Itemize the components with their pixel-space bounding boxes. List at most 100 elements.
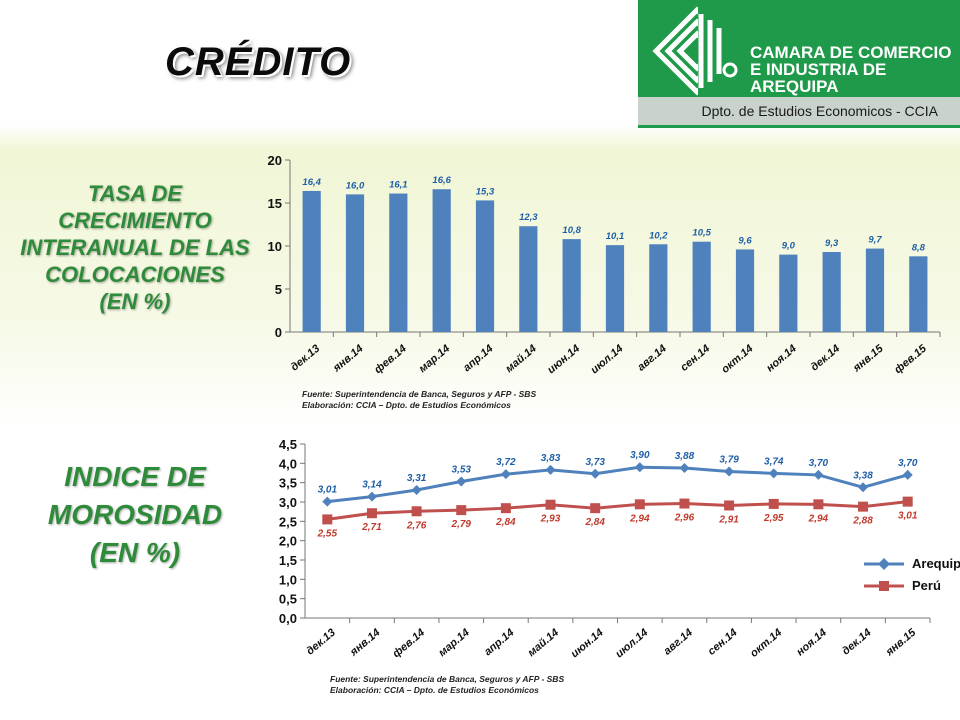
line-point-peru <box>813 499 824 510</box>
bar-data-label: 10,8 <box>562 225 581 236</box>
line-data-label-arequipa: 3,72 <box>496 457 516 468</box>
bar-mark <box>649 244 668 332</box>
line-data-label-arequipa: 3,70 <box>809 458 829 469</box>
line-point-peru <box>500 503 511 514</box>
line-point-peru <box>858 501 869 512</box>
bar-x-tick-label: авг.14 <box>635 343 669 374</box>
section2-line: INDICE DE <box>64 461 206 492</box>
source-line: Fuente: Superintendencia de Banca, Segur… <box>302 389 537 399</box>
logo-line3: AREQUIPA <box>750 77 839 96</box>
line-x-tick-label: апр.14 <box>482 627 516 659</box>
line-data-label-peru: 2,84 <box>495 517 516 528</box>
bar-data-label: 15,3 <box>476 186 495 197</box>
bar-mark <box>865 248 885 332</box>
bar-data-label: 16,4 <box>302 177 321 188</box>
line-data-label-arequipa: 3,31 <box>407 473 427 484</box>
legend-marker-peru-icon <box>864 581 904 591</box>
bar-mark <box>822 252 841 332</box>
line-point-peru <box>768 498 779 509</box>
bar-mark <box>475 200 495 332</box>
line-y-tick-label: 1,0 <box>279 572 297 587</box>
bar-x-tick-label: май.14 <box>503 343 538 376</box>
line-point-arequipa <box>411 485 422 496</box>
bar-y-tick-label: 10 <box>268 239 282 254</box>
logo-subtitle: Dpto. de Estudios Economicos - CCIA <box>638 97 960 125</box>
line-data-label-arequipa: 3,79 <box>719 454 739 465</box>
bar-x-tick-label: ноя.14 <box>764 343 799 375</box>
bar-data-label: 12,3 <box>519 212 538 223</box>
section1-line: INTERANUAL DE LAS <box>20 235 250 260</box>
bar-mark <box>605 245 625 332</box>
line-data-label-arequipa: 3,01 <box>318 485 338 496</box>
ccia-logo-mark-icon <box>652 6 742 96</box>
line-x-tick-label: дек.14 <box>840 627 874 658</box>
bar-x-tick-label: мар.14 <box>417 343 452 376</box>
line-y-tick-label: 2,0 <box>279 534 297 549</box>
line-point-arequipa <box>634 462 645 473</box>
line-x-tick-label: янв.15 <box>883 626 919 659</box>
bar-x-tick-label: фев.14 <box>372 343 409 376</box>
line-data-label-peru: 2,88 <box>852 516 873 527</box>
legend-item-peru: Perú <box>862 575 960 597</box>
bar-mark <box>519 226 538 332</box>
line-x-tick-label: сен.14 <box>706 627 740 658</box>
bar-data-label: 10,2 <box>649 230 668 241</box>
line-x-tick-label: авг.14 <box>661 627 695 658</box>
source-line: Elaboración: CCIA – Dpto. de Estudios Ec… <box>302 400 511 410</box>
line-data-label-peru: 2,94 <box>629 513 650 524</box>
bar-mark <box>735 249 755 332</box>
line-point-arequipa <box>322 496 333 507</box>
bar-x-tick-label: окт.14 <box>719 343 755 376</box>
line-y-tick-label: 4,5 <box>279 437 297 452</box>
bar-x-tick-label: июл.14 <box>589 343 626 377</box>
line-point-arequipa <box>366 491 377 502</box>
section2-line: MOROSIDAD <box>47 499 223 530</box>
line-data-label-peru: 2,96 <box>674 513 695 524</box>
bar-mark <box>779 254 798 332</box>
line-series-arequipa <box>327 465 909 504</box>
line-point-arequipa <box>545 464 556 475</box>
line-point-peru <box>366 508 377 519</box>
line-data-label-peru: 2,94 <box>808 513 829 524</box>
line-x-tick-label: янв.14 <box>347 627 382 659</box>
bar-data-label: 9,6 <box>738 235 752 246</box>
line-x-tick-label: июл.14 <box>613 627 650 661</box>
legend-item-arequipa: Arequipa <box>862 553 960 575</box>
line-x-tick-label: мар.14 <box>436 627 471 660</box>
bar-data-label: 16,6 <box>432 175 451 186</box>
bar-data-label: 9,7 <box>868 235 882 246</box>
line-data-label-arequipa: 3,38 <box>853 470 873 481</box>
line-point-peru <box>724 500 735 511</box>
bar-x-tick-label: янв.14 <box>330 343 365 375</box>
legend-label-arequipa: Arequipa <box>912 556 960 571</box>
bar-y-tick-label: 5 <box>275 282 282 297</box>
line-point-peru <box>411 506 422 517</box>
bar-x-tick-label: дек.13 <box>289 343 323 374</box>
section1-line: COLOCACIONES <box>45 262 225 287</box>
line-x-tick-label: фев.14 <box>390 627 427 660</box>
line-y-tick-label: 0,5 <box>279 592 297 607</box>
legend-label-peru: Perú <box>912 578 941 593</box>
line-y-tick-label: 4,0 <box>279 456 297 471</box>
bar-data-label: 9,3 <box>825 238 839 249</box>
bar-x-tick-label: сен.14 <box>678 343 712 374</box>
line-data-label-peru: 2,84 <box>584 517 605 528</box>
line-y-tick-label: 0,0 <box>279 611 297 626</box>
line-point-arequipa <box>724 466 735 477</box>
bar-data-label: 10,1 <box>606 231 625 242</box>
ccia-logo: CAMARA DE COMERCIO E INDUSTRIA DE AREQUI… <box>638 0 960 128</box>
bar-mark <box>909 256 928 332</box>
line-point-peru <box>902 496 913 507</box>
bar-mark <box>389 193 408 332</box>
source-note-1: Fuente: Superintendencia de Banca, Segur… <box>302 389 536 411</box>
line-data-label-arequipa: 3,74 <box>764 456 784 467</box>
line-x-tick-label: ноя.14 <box>794 627 829 659</box>
legend-marker-arequipa-icon <box>864 558 904 570</box>
line-data-label-peru: 2,91 <box>718 514 739 525</box>
line-point-arequipa <box>679 462 690 473</box>
line-y-tick-label: 3,5 <box>279 476 297 491</box>
line-data-label-peru: 2,55 <box>317 528 338 539</box>
bar-data-label: 9,0 <box>782 241 796 252</box>
line-data-label-arequipa: 3,73 <box>585 457 605 468</box>
